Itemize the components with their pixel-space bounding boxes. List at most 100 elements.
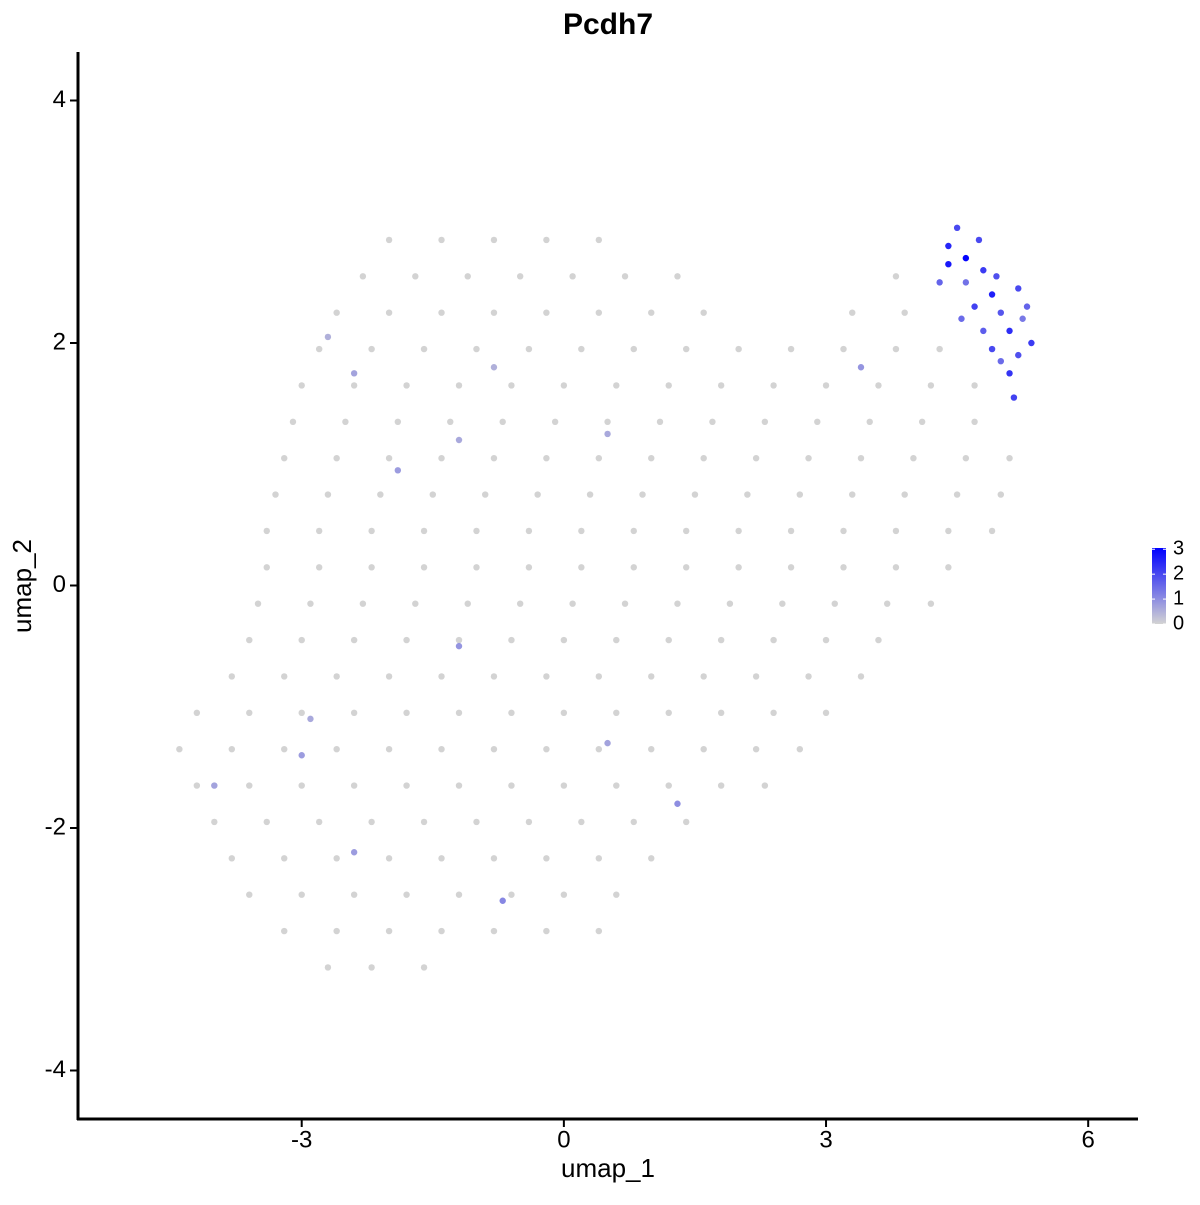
cell-point xyxy=(648,673,655,680)
cell-point xyxy=(945,527,952,535)
cell-point xyxy=(988,345,996,353)
cell-point xyxy=(193,709,201,717)
y-tick-label: 0 xyxy=(53,571,66,598)
cell-point xyxy=(525,345,533,353)
cell-point xyxy=(578,345,585,353)
cell-point xyxy=(796,491,804,498)
cell-point xyxy=(455,891,463,898)
cell-point xyxy=(752,454,760,462)
cell-point xyxy=(508,636,515,644)
cell-point xyxy=(822,636,830,644)
cell-point xyxy=(394,418,402,426)
cell-point xyxy=(464,600,471,607)
cell-point xyxy=(525,564,533,571)
cell-point xyxy=(455,636,463,644)
cell-point xyxy=(298,782,305,789)
cell-point xyxy=(263,527,270,535)
cell-point xyxy=(385,927,393,935)
cell-point xyxy=(228,745,236,753)
cell-point xyxy=(962,279,970,286)
y-tick-label: 2 xyxy=(53,328,66,355)
cell-point xyxy=(385,745,393,753)
cell-point xyxy=(674,800,681,807)
cell-point xyxy=(508,709,515,717)
cell-point xyxy=(403,382,410,389)
cell-point xyxy=(438,927,445,935)
cell-point xyxy=(254,600,262,607)
cell-point xyxy=(473,818,480,826)
colorbar-label: 3 xyxy=(1173,538,1184,560)
cell-point xyxy=(272,491,279,498)
cell-point xyxy=(849,309,856,316)
cell-point xyxy=(997,357,1005,365)
cell-point xyxy=(595,673,603,680)
cell-point xyxy=(403,782,410,789)
cell-point xyxy=(560,382,568,389)
cell-point xyxy=(499,897,506,904)
cell-point xyxy=(709,418,716,426)
cell-point xyxy=(717,709,725,717)
cell-point xyxy=(298,752,305,759)
cell-point xyxy=(490,454,498,462)
cell-point xyxy=(735,564,742,571)
cell-point xyxy=(438,236,445,244)
cell-point xyxy=(455,436,463,444)
cell-point xyxy=(438,855,445,862)
cell-point xyxy=(333,309,340,316)
cell-point xyxy=(1023,303,1031,310)
cell-point xyxy=(211,782,218,789)
chart-title: Pcdh7 xyxy=(563,8,653,41)
cell-point xyxy=(412,273,419,280)
cell-point xyxy=(490,309,498,316)
cell-point xyxy=(403,891,410,898)
cell-point xyxy=(516,600,524,607)
cell-point xyxy=(246,782,253,789)
cell-point xyxy=(333,673,340,680)
cell-point xyxy=(700,454,707,462)
cell-point xyxy=(324,333,332,341)
cell-point xyxy=(840,527,847,535)
cell-point xyxy=(315,564,323,571)
cell-point xyxy=(298,636,305,644)
cell-point xyxy=(997,309,1005,316)
cell-point xyxy=(621,600,629,607)
cell-point xyxy=(420,564,428,571)
cell-point xyxy=(962,454,970,462)
cell-point xyxy=(438,454,445,462)
cell-point xyxy=(892,564,900,571)
cell-point xyxy=(1019,315,1026,322)
cell-point xyxy=(787,527,795,535)
colorbar-label: 2 xyxy=(1173,562,1184,584)
cell-point xyxy=(525,527,533,535)
cell-point xyxy=(385,855,393,862)
cell-point xyxy=(1006,454,1013,462)
cell-point xyxy=(246,636,253,644)
cell-point xyxy=(971,303,978,310)
cell-point xyxy=(656,418,664,426)
cell-point xyxy=(403,636,410,644)
cell-point xyxy=(875,382,882,389)
cell-point xyxy=(228,855,236,862)
cell-point xyxy=(281,454,288,462)
cell-point xyxy=(814,418,821,426)
cell-point xyxy=(499,418,506,426)
colorbar-label: 0 xyxy=(1173,612,1184,634)
cell-point xyxy=(281,745,288,753)
cell-point xyxy=(691,491,699,498)
cell-point xyxy=(735,527,742,535)
cell-point xyxy=(1006,370,1013,377)
cell-point xyxy=(333,454,340,462)
cell-point xyxy=(490,927,498,935)
cell-point xyxy=(508,782,515,789)
cell-point xyxy=(735,345,742,353)
cell-point xyxy=(1010,394,1018,401)
cell-point xyxy=(604,739,611,747)
cell-point xyxy=(700,309,707,316)
cell-point xyxy=(578,564,585,571)
cell-point xyxy=(665,709,672,717)
cell-point xyxy=(543,454,550,462)
cell-point xyxy=(665,382,672,389)
cell-point xyxy=(193,782,201,789)
cell-point xyxy=(975,236,983,244)
x-tick-label: 6 xyxy=(1082,1126,1095,1153)
